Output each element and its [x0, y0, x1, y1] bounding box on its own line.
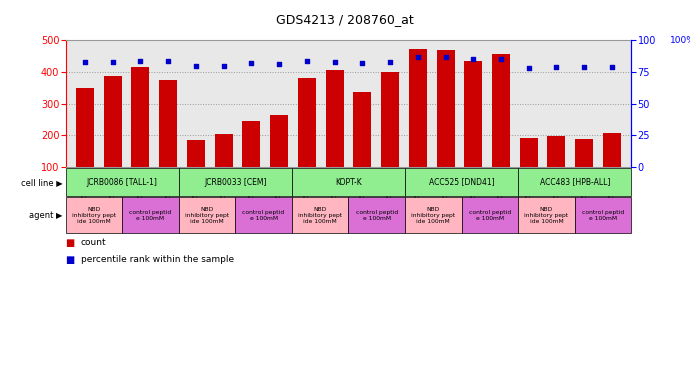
Point — [357, 60, 368, 66]
Bar — [437, 50, 455, 199]
Bar — [492, 54, 510, 199]
Text: control peptid
e 100mM: control peptid e 100mM — [242, 210, 285, 221]
Point — [79, 59, 90, 65]
Point — [551, 64, 562, 70]
Bar — [131, 66, 150, 199]
Text: 100%: 100% — [670, 36, 690, 45]
Point — [190, 63, 201, 69]
Bar — [326, 70, 344, 199]
Text: JCRB0086 [TALL-1]: JCRB0086 [TALL-1] — [87, 177, 157, 187]
Point — [384, 59, 395, 65]
Bar — [603, 133, 621, 199]
Text: JCRB0033 [CEM]: JCRB0033 [CEM] — [204, 177, 266, 187]
Text: control peptid
e 100mM: control peptid e 100mM — [129, 210, 172, 221]
Text: ■: ■ — [66, 238, 75, 248]
Point — [274, 61, 285, 68]
Bar — [381, 72, 399, 199]
Text: cell line ▶: cell line ▶ — [21, 177, 63, 187]
Bar — [104, 76, 121, 199]
Point — [440, 54, 451, 60]
Bar — [464, 61, 482, 199]
Text: NBD
inhibitory pept
ide 100mM: NBD inhibitory pept ide 100mM — [185, 207, 229, 223]
Bar — [408, 49, 427, 199]
Bar — [187, 140, 205, 199]
Point — [163, 58, 174, 64]
Point — [329, 59, 340, 65]
Bar — [547, 136, 566, 199]
Text: NBD
inhibitory pept
ide 100mM: NBD inhibitory pept ide 100mM — [411, 207, 455, 223]
Text: control peptid
e 100mM: control peptid e 100mM — [469, 210, 511, 221]
Text: ACC525 [DND41]: ACC525 [DND41] — [428, 177, 495, 187]
Bar — [270, 115, 288, 199]
Text: NBD
inhibitory pept
ide 100mM: NBD inhibitory pept ide 100mM — [524, 207, 569, 223]
Point — [579, 64, 590, 70]
Bar — [215, 134, 233, 199]
Bar — [575, 139, 593, 199]
Bar — [353, 92, 371, 199]
Text: ■: ■ — [66, 255, 75, 265]
Point — [302, 58, 313, 64]
Point — [218, 63, 229, 69]
Text: control peptid
e 100mM: control peptid e 100mM — [582, 210, 624, 221]
Text: agent ▶: agent ▶ — [29, 211, 63, 220]
Point — [523, 65, 534, 71]
Point — [468, 56, 479, 62]
Text: NBD
inhibitory pept
ide 100mM: NBD inhibitory pept ide 100mM — [298, 207, 342, 223]
Point — [246, 60, 257, 66]
Point — [135, 58, 146, 64]
Text: KOPT-K: KOPT-K — [335, 177, 362, 187]
Text: ACC483 [HPB-ALL]: ACC483 [HPB-ALL] — [540, 177, 610, 187]
Point — [107, 59, 118, 65]
Bar — [76, 88, 94, 199]
Bar — [298, 78, 316, 199]
Point — [412, 54, 423, 60]
Bar — [520, 137, 538, 199]
Text: NBD
inhibitory pept
ide 100mM: NBD inhibitory pept ide 100mM — [72, 207, 116, 223]
Text: count: count — [81, 238, 106, 247]
Point — [607, 64, 618, 70]
Bar — [242, 121, 260, 199]
Text: control peptid
e 100mM: control peptid e 100mM — [355, 210, 398, 221]
Text: percentile rank within the sample: percentile rank within the sample — [81, 255, 234, 264]
Text: GDS4213 / 208760_at: GDS4213 / 208760_at — [276, 13, 414, 26]
Point — [495, 56, 506, 62]
Bar — [159, 80, 177, 199]
